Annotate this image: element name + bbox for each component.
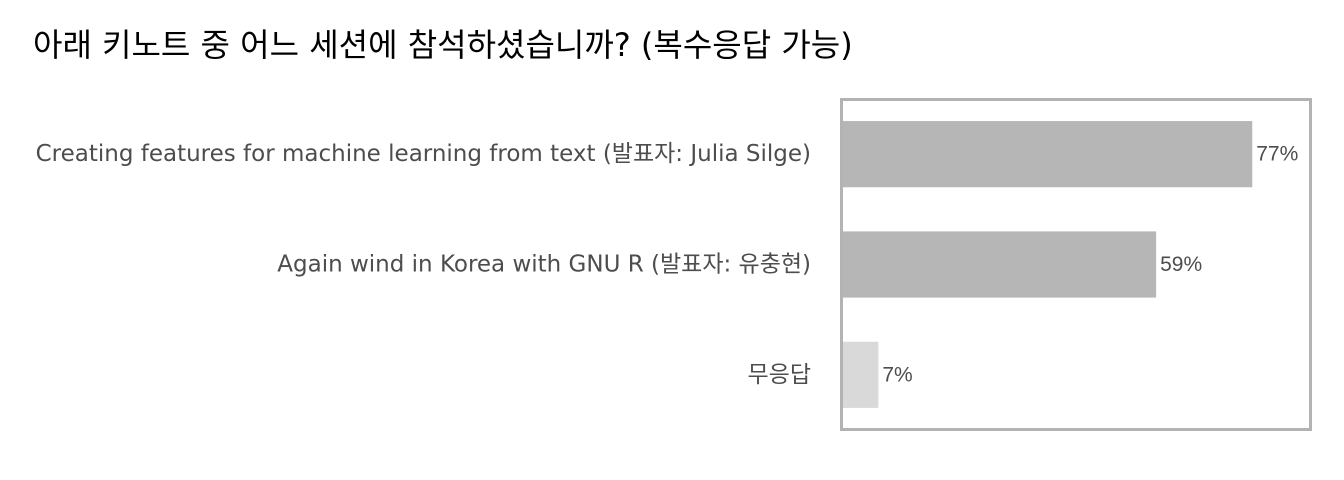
category-label-2: Again wind in Korea with GNU R (발표자: 유충현…: [277, 252, 811, 278]
data-label-1: 77%: [1256, 143, 1298, 166]
data-label-2: 59%: [1160, 253, 1202, 276]
bar-3: [841, 341, 879, 408]
bar-1: [841, 121, 1253, 188]
labels-layer: 77% Creating features for machine learnin…: [36, 141, 1299, 388]
data-label-3: 7%: [882, 363, 912, 386]
chart-title: 아래 키노트 중 어느 세션에 참석하셨습니까? (복수응답 가능): [33, 26, 853, 64]
bar-2: [841, 231, 1157, 298]
plot-frame: [840, 98, 1312, 431]
category-label-3: 무응답: [748, 362, 811, 388]
bars-layer: [841, 121, 1253, 408]
category-label-1: Creating features for machine learning f…: [36, 141, 811, 167]
